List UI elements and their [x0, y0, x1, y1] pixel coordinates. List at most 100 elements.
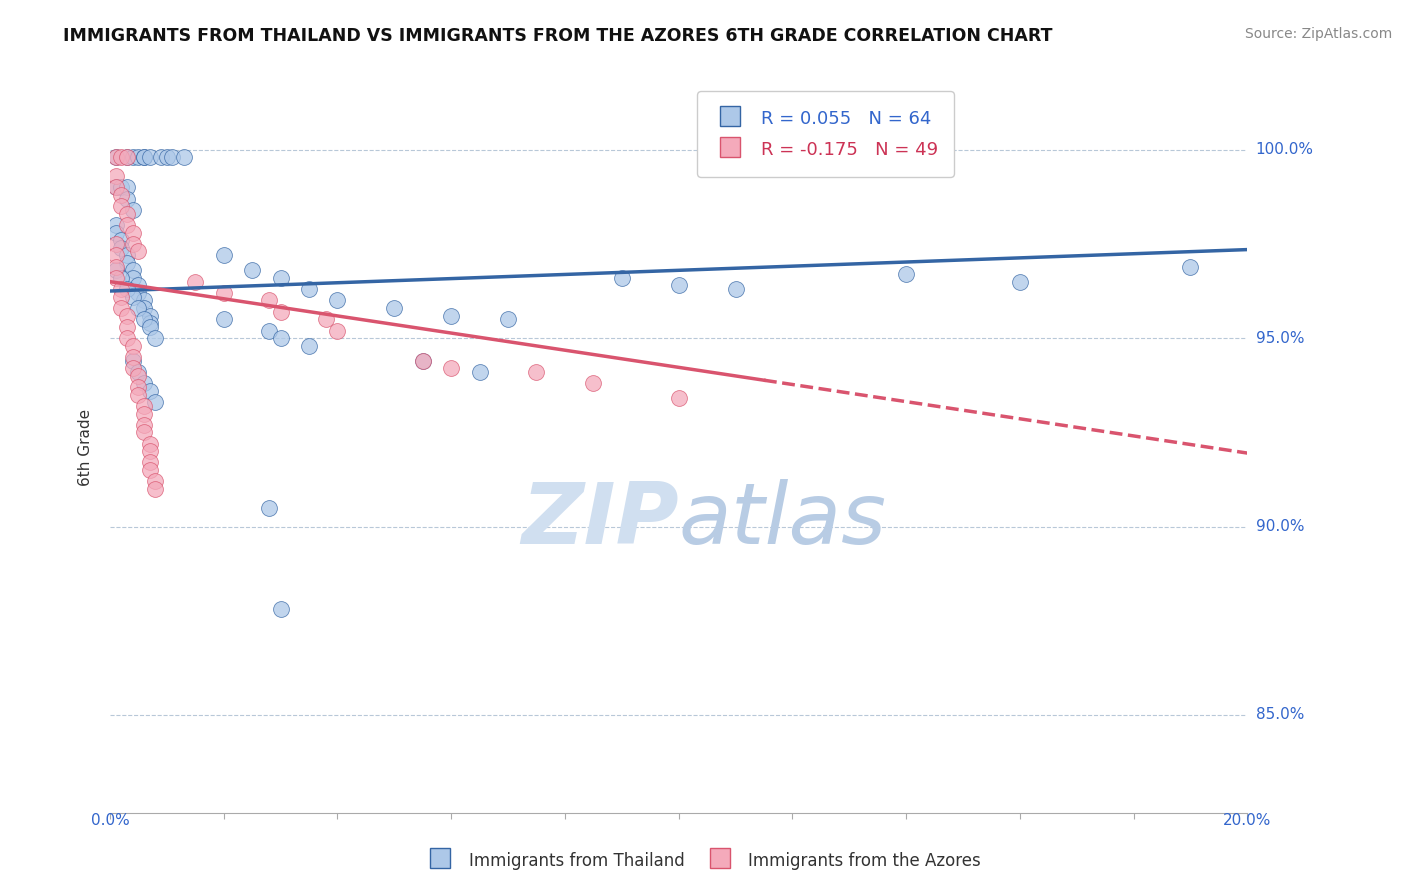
- Point: [139, 444, 162, 458]
- Point: [110, 188, 132, 202]
- Point: [115, 248, 138, 262]
- Point: [668, 278, 690, 293]
- Point: [257, 293, 280, 308]
- Point: [610, 270, 633, 285]
- Point: [121, 236, 143, 251]
- Point: [115, 218, 138, 232]
- Text: IMMIGRANTS FROM THAILAND VS IMMIGRANTS FROM THE AZORES 6TH GRADE CORRELATION CHA: IMMIGRANTS FROM THAILAND VS IMMIGRANTS F…: [63, 27, 1053, 45]
- Point: [298, 282, 321, 296]
- Point: [121, 270, 143, 285]
- Point: [270, 331, 292, 345]
- Point: [110, 180, 132, 194]
- Point: [104, 218, 127, 232]
- Point: [440, 309, 463, 323]
- Point: [127, 301, 149, 315]
- Point: [145, 331, 167, 345]
- Point: [115, 150, 138, 164]
- Point: [104, 169, 127, 183]
- Point: [326, 293, 349, 308]
- Point: [104, 248, 127, 262]
- Point: [104, 180, 127, 194]
- Point: [1008, 275, 1031, 289]
- Point: [257, 324, 280, 338]
- Point: [115, 192, 138, 206]
- Point: [127, 150, 149, 164]
- Point: [121, 290, 143, 304]
- Point: [270, 270, 292, 285]
- Text: 90.0%: 90.0%: [1256, 519, 1305, 534]
- Point: [110, 150, 132, 164]
- Point: [121, 350, 143, 364]
- Point: [139, 436, 162, 450]
- Point: [139, 309, 162, 323]
- Point: [132, 376, 155, 391]
- Point: [132, 312, 155, 326]
- Point: [132, 301, 155, 315]
- Point: [115, 256, 138, 270]
- Point: [184, 275, 207, 289]
- Point: [110, 233, 132, 247]
- Point: [121, 339, 143, 353]
- Point: [298, 339, 321, 353]
- Text: 85.0%: 85.0%: [1256, 707, 1303, 723]
- Text: Source: ZipAtlas.com: Source: ZipAtlas.com: [1244, 27, 1392, 41]
- Point: [121, 226, 143, 240]
- Point: [104, 270, 127, 285]
- Point: [139, 319, 162, 334]
- Text: 95.0%: 95.0%: [1256, 331, 1305, 345]
- Point: [139, 463, 162, 477]
- Point: [110, 199, 132, 213]
- Point: [132, 407, 155, 421]
- Point: [496, 312, 519, 326]
- Point: [115, 282, 138, 296]
- Legend: R = 0.055   N = 64, R = -0.175   N = 49: R = 0.055 N = 64, R = -0.175 N = 49: [697, 91, 953, 177]
- Text: 20.0%: 20.0%: [1223, 813, 1271, 828]
- Point: [121, 353, 143, 368]
- Point: [127, 380, 149, 394]
- Point: [257, 500, 280, 515]
- Point: [127, 285, 149, 300]
- Legend: Immigrants from Thailand, Immigrants from the Azores: Immigrants from Thailand, Immigrants fro…: [418, 842, 988, 880]
- Point: [132, 150, 155, 164]
- Point: [145, 395, 167, 409]
- Point: [139, 316, 162, 330]
- Point: [1180, 260, 1202, 274]
- Point: [127, 278, 149, 293]
- Point: [104, 236, 127, 251]
- Point: [115, 309, 138, 323]
- Point: [110, 270, 132, 285]
- Point: [115, 331, 138, 345]
- Point: [412, 353, 434, 368]
- Point: [724, 282, 747, 296]
- Point: [150, 150, 173, 164]
- Point: [110, 241, 132, 255]
- Point: [668, 392, 690, 406]
- Y-axis label: 6th Grade: 6th Grade: [79, 409, 93, 486]
- Text: 100.0%: 100.0%: [1256, 142, 1313, 157]
- Point: [212, 312, 235, 326]
- Point: [412, 353, 434, 368]
- Point: [212, 285, 235, 300]
- Point: [582, 376, 605, 391]
- Point: [162, 150, 184, 164]
- Point: [115, 319, 138, 334]
- Point: [127, 368, 149, 383]
- Point: [115, 180, 138, 194]
- Point: [139, 150, 162, 164]
- Text: 0.0%: 0.0%: [90, 813, 129, 828]
- Point: [132, 399, 155, 413]
- Point: [270, 602, 292, 616]
- Point: [145, 482, 167, 496]
- Text: ZIP: ZIP: [522, 479, 679, 562]
- Point: [121, 263, 143, 277]
- Point: [104, 150, 127, 164]
- Point: [121, 150, 143, 164]
- Point: [315, 312, 337, 326]
- Point: [240, 263, 263, 277]
- Point: [127, 365, 149, 379]
- Point: [132, 425, 155, 440]
- Point: [132, 150, 155, 164]
- Point: [110, 290, 132, 304]
- Point: [468, 365, 491, 379]
- Point: [127, 387, 149, 401]
